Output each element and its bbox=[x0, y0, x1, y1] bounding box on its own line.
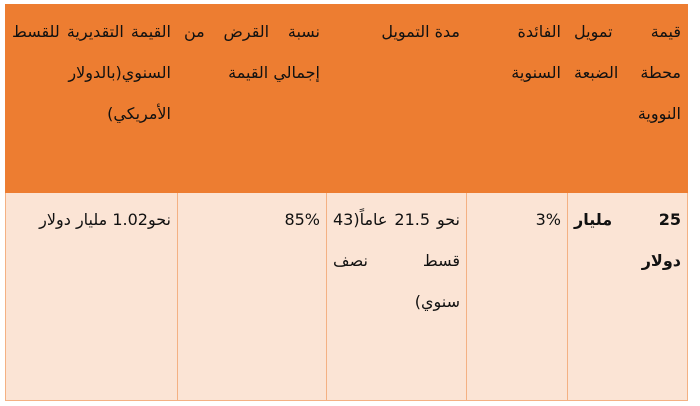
cell-annual-interest: 3% bbox=[466, 192, 568, 401]
header-loan-ratio: نسبة القرض من إجمالي القيمة bbox=[177, 4, 327, 193]
loan-table: قيمة تمويل محطة الضبعة النووية الفائدة ا… bbox=[5, 4, 688, 401]
header-annual-installment: القيمة التقديرية للقسط السنوي(بالدولار ا… bbox=[5, 4, 178, 193]
header-annual-interest: الفائدة السنوية bbox=[466, 4, 568, 193]
cell-financing-period: نحو 21.5 عاماً(43 قسط نصف سنوي) bbox=[326, 192, 467, 401]
table-row: 25 مليار دولار 3% نحو 21.5 عاماً(43 قسط … bbox=[5, 192, 688, 401]
cell-financing-value: 25 مليار دولار bbox=[567, 192, 688, 401]
cell-annual-installment: نحو1.02 مليار دولار bbox=[5, 192, 178, 401]
cell-loan-ratio: 85% bbox=[177, 192, 327, 401]
header-row: قيمة تمويل محطة الضبعة النووية الفائدة ا… bbox=[5, 4, 688, 193]
header-financing-period: مدة التمويل bbox=[326, 4, 467, 193]
header-financing-value: قيمة تمويل محطة الضبعة النووية bbox=[567, 4, 688, 193]
